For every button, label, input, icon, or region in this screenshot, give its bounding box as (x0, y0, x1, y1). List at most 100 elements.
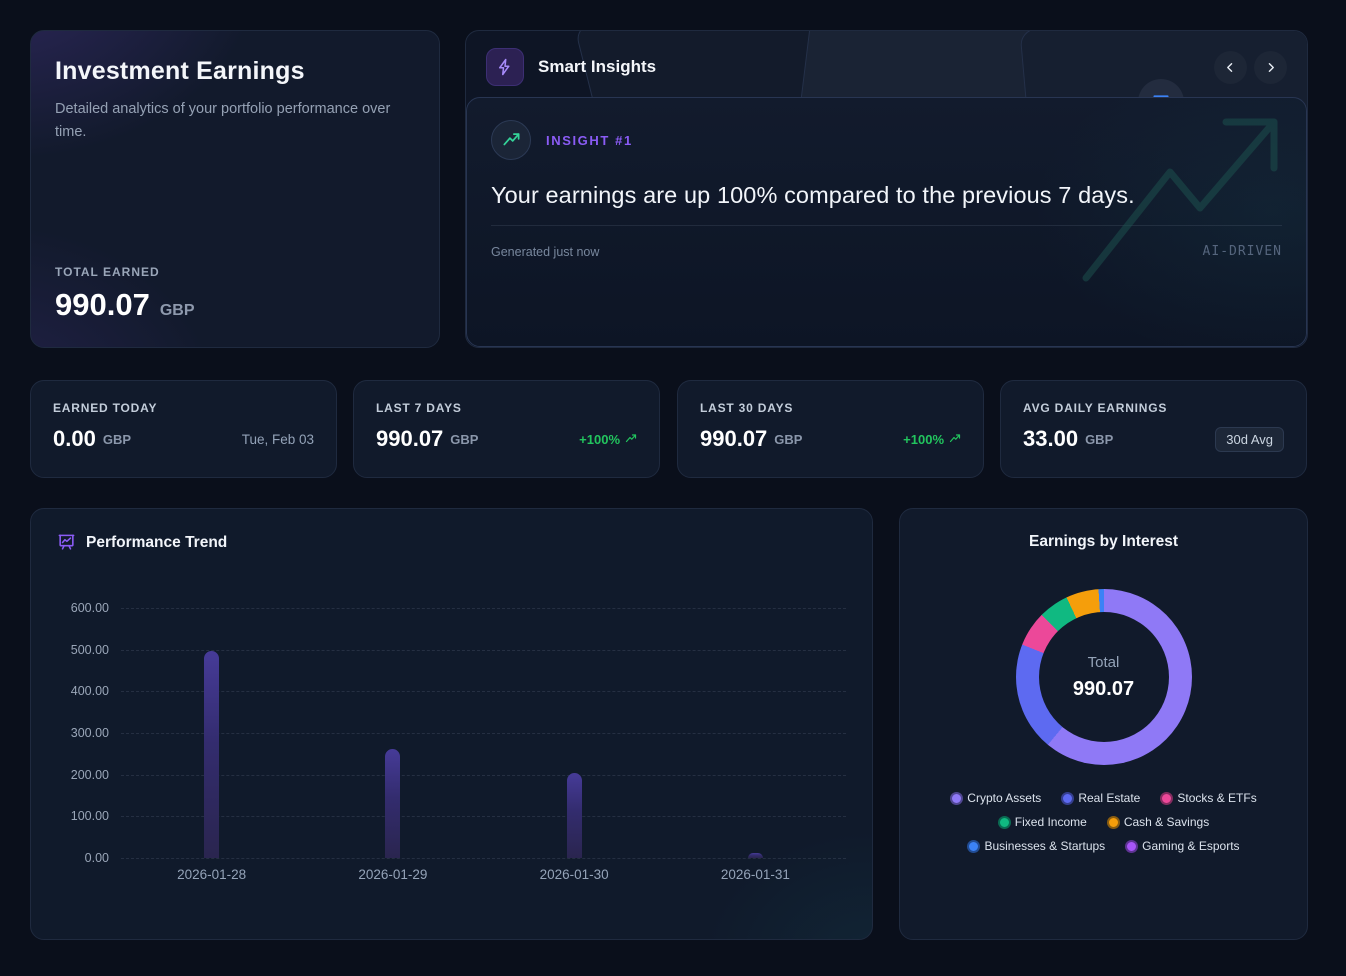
total-earned-value: 990.07 (55, 287, 150, 322)
presentation-chart-icon (58, 534, 75, 550)
stat-label: LAST 7 DAYS (376, 401, 462, 415)
stat-unit: GBP (1085, 431, 1114, 447)
insight-message: Your earnings are up 100% compared to th… (491, 182, 1135, 208)
insight-panel: INSIGHT #1 Your earnings are up 100% com… (466, 97, 1307, 347)
legend-label: Real Estate (1078, 791, 1141, 805)
stat-value: 990.07 (376, 426, 444, 451)
x-tick-label: 2026-01-30 (539, 867, 609, 882)
stat-value: 0.00 (53, 426, 96, 451)
gridline (121, 858, 846, 859)
insight-number-label: INSIGHT #1 (546, 132, 633, 148)
stat-change-positive: +100% (903, 432, 961, 447)
stat-change-value: +100% (579, 431, 620, 447)
investment-earnings-card: Investment Earnings Detailed analytics o… (30, 30, 440, 348)
bar-slot (665, 608, 846, 858)
legend-label: Gaming & Esports (1142, 839, 1240, 853)
bar-slot (302, 608, 483, 858)
deck-chat-icon (1138, 79, 1184, 125)
donut-chart[interactable]: Total 990.07 (1015, 589, 1192, 765)
y-tick-label: 100.00 (70, 809, 109, 824)
legend-item-gaming-esports[interactable]: Gaming & Esports (1125, 839, 1240, 853)
stat-unit: GBP (774, 431, 803, 447)
stat-value: 33.00 (1023, 426, 1079, 451)
bar-2026-01-30[interactable] (566, 773, 582, 858)
gridline (121, 608, 846, 609)
y-tick-label: 200.00 (70, 767, 109, 782)
total-earned-block: TOTAL EARNED 990.07 GBP (55, 265, 415, 323)
carousel-next-button[interactable] (1254, 50, 1287, 84)
stat-date: Tue, Feb 03 (241, 431, 314, 447)
earnings-card-top: Investment Earnings Detailed analytics o… (55, 57, 415, 144)
stat-unit: GBP (102, 431, 131, 447)
legend-dot (967, 839, 981, 853)
bar-plot (121, 608, 846, 859)
legend-dot (1061, 791, 1075, 805)
bar-slot (484, 608, 665, 858)
legend-label: Businesses & Startups (984, 839, 1106, 853)
plot-wrap: 2026-01-28 2026-01-29 2026-01-30 2026-01-31 (121, 608, 846, 882)
total-earned-label: TOTAL EARNED (55, 265, 160, 279)
smart-insights-title: Smart Insights (538, 57, 657, 76)
stat-unit: GBP (450, 431, 479, 447)
y-tick-label: 300.00 (70, 726, 109, 740)
earnings-by-interest-card: Earnings by Interest Total 990.07 Crypto… (899, 508, 1308, 940)
stat-label: LAST 30 DAYS (700, 401, 794, 415)
ai-driven-watermark: AI-DRIVEN (1202, 244, 1282, 259)
lightning-icon (486, 48, 524, 86)
bar-2026-01-31[interactable] (747, 852, 763, 858)
stat-badge-wrap: 30d Avg (1215, 426, 1284, 452)
legend-label: Cash & Savings (1123, 815, 1210, 829)
bar-2026-01-29[interactable] (385, 748, 401, 858)
donut-center: Total 990.07 (1038, 612, 1169, 742)
legend-dot (950, 791, 964, 805)
y-axis: 600.00 500.00 400.00 300.00 200.00 100.00 0.00 (57, 601, 121, 865)
legend-label: Crypto Assets (967, 791, 1042, 805)
stat-card-earned-today: EARNED TODAY 0.00 GBP Tue, Feb 03 (30, 380, 337, 478)
chevron-left-icon (1227, 62, 1233, 72)
status-badge: 30d Avg (1215, 426, 1284, 452)
total-earned-currency: GBP (159, 302, 195, 319)
legend-dot (997, 815, 1011, 829)
gridline (121, 733, 846, 734)
bar-2026-01-28[interactable] (204, 650, 220, 858)
trending-up-icon (949, 434, 961, 443)
donut-total-label: Total (1087, 653, 1120, 671)
donut-total-value: 990.07 (1072, 677, 1135, 700)
bar-slot (121, 608, 302, 858)
legend-dot (1160, 791, 1174, 805)
legend-dot (1125, 839, 1139, 853)
legend-item-stocks-etfs[interactable]: Stocks & ETFs (1160, 791, 1257, 805)
chart-title: Performance Trend (86, 533, 228, 551)
x-tick-label: 2026-01-29 (358, 867, 428, 882)
gridline (121, 774, 846, 776)
legend-item-real-estate[interactable]: Real Estate (1061, 791, 1140, 805)
legend-item-cash-savings[interactable]: Cash & Savings (1106, 815, 1210, 829)
stat-value: 990.07 (700, 426, 768, 451)
divider (491, 225, 1282, 226)
x-axis-labels: 2026-01-28 2026-01-29 2026-01-30 2026-01-31 (121, 867, 846, 882)
y-tick-label: 0.00 (84, 851, 109, 865)
carousel-prev-button[interactable] (1214, 50, 1247, 84)
gridline (121, 649, 846, 651)
trending-up-icon (625, 434, 637, 443)
bars-layer (121, 608, 846, 858)
x-tick-label: 2026-01-28 (177, 867, 247, 882)
gridline (121, 691, 846, 693)
chart-legend: Crypto Assets Real Estate Stocks & ETFs Fix… (928, 791, 1280, 853)
page-description: Detailed analytics of your portfolio per… (55, 101, 391, 141)
chart-title: Earnings by Interest (1028, 533, 1178, 550)
legend-item-fixed-income[interactable]: Fixed Income (997, 815, 1087, 829)
performance-trend-card: Performance Trend 600.00 500.00 400.00 300.… (30, 508, 873, 940)
stat-change-value: +100% (903, 431, 944, 447)
legend-dot (1106, 815, 1120, 829)
page-title: Investment Earnings (55, 57, 305, 85)
smart-insights-card: Smart Insights INSIGHT #1 Your earnings … (465, 30, 1308, 348)
gridline (121, 816, 846, 818)
trending-up-icon (491, 120, 531, 160)
chevron-right-icon (1268, 62, 1274, 72)
stat-label: EARNED TODAY (53, 401, 158, 415)
legend-item-crypto-assets[interactable]: Crypto Assets (950, 791, 1041, 805)
legend-item-businesses-startups[interactable]: Businesses & Startups (967, 839, 1105, 853)
trend-watermark-icon (1082, 118, 1278, 282)
stat-card-last-30-days: LAST 30 DAYS 990.07 GBP +100% (677, 380, 984, 478)
